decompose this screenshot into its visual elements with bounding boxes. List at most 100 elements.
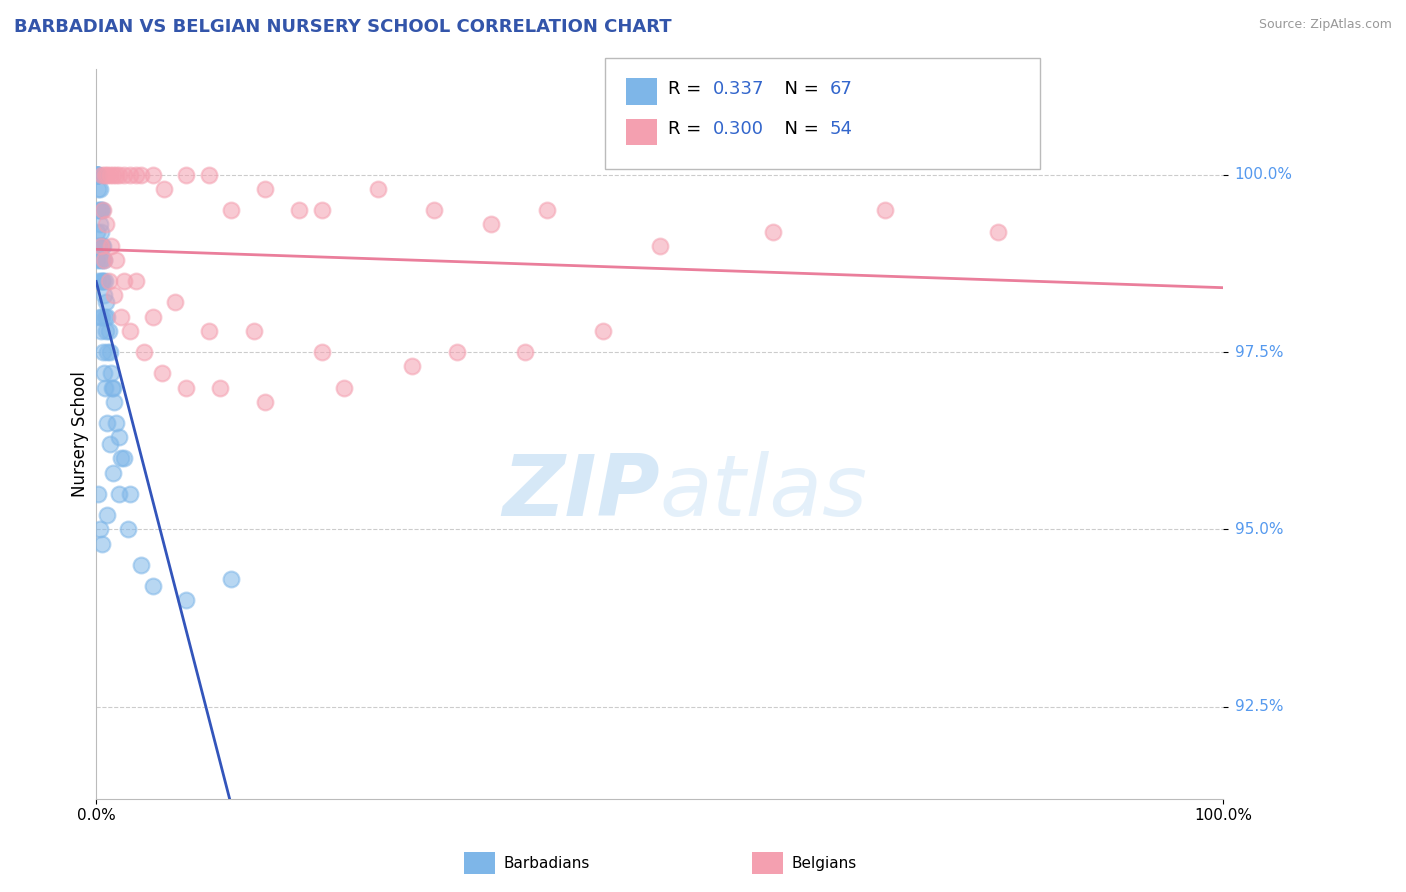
Point — [100, 239, 122, 253]
Point — [112, 451, 135, 466]
Point — [112, 168, 135, 182]
Point — [86, 168, 108, 182]
Text: 92.5%: 92.5% — [1234, 699, 1284, 714]
Point — [86, 168, 108, 182]
Point — [87, 168, 110, 182]
Point — [129, 558, 152, 572]
Point — [90, 310, 112, 324]
Point — [96, 508, 118, 523]
Point — [86, 168, 108, 182]
Text: 67: 67 — [830, 80, 852, 98]
Point — [107, 430, 129, 444]
Point — [101, 380, 124, 394]
Point — [761, 225, 783, 239]
Point — [98, 168, 121, 182]
Point — [254, 394, 277, 409]
Point — [90, 274, 112, 288]
Point — [89, 310, 111, 324]
Point — [254, 182, 277, 196]
Point — [103, 288, 125, 302]
Point — [89, 182, 111, 196]
Point — [288, 203, 311, 218]
Point — [176, 168, 198, 182]
Point — [94, 310, 117, 324]
Text: Source: ZipAtlas.com: Source: ZipAtlas.com — [1258, 18, 1392, 31]
Point — [91, 203, 114, 218]
Point — [124, 168, 146, 182]
Point — [96, 295, 118, 310]
Point — [90, 225, 112, 239]
Point — [96, 345, 118, 359]
Point — [648, 239, 671, 253]
Point — [110, 451, 132, 466]
Text: BARBADIAN VS BELGIAN NURSERY SCHOOL CORRELATION CHART: BARBADIAN VS BELGIAN NURSERY SCHOOL CORR… — [14, 18, 672, 36]
Point — [401, 359, 423, 374]
Point — [87, 168, 110, 182]
Point — [100, 367, 122, 381]
Point — [87, 487, 110, 501]
Text: 54: 54 — [830, 120, 852, 138]
Point — [89, 218, 111, 232]
Point — [96, 168, 118, 182]
Point — [94, 380, 117, 394]
Point — [94, 168, 117, 182]
Point — [150, 367, 173, 381]
Point — [90, 274, 112, 288]
Point — [124, 274, 146, 288]
Point — [87, 274, 110, 288]
Point — [86, 225, 108, 239]
Point — [112, 274, 135, 288]
Point — [333, 380, 356, 394]
Point — [221, 572, 243, 586]
Point — [96, 310, 118, 324]
Point — [103, 394, 125, 409]
Point — [243, 324, 266, 338]
Point — [94, 274, 117, 288]
Point — [87, 203, 110, 218]
Y-axis label: Nursery School: Nursery School — [72, 371, 89, 497]
Point — [118, 487, 141, 501]
Text: N =: N = — [773, 120, 825, 138]
Point — [89, 522, 111, 536]
Point — [97, 324, 120, 338]
Point — [118, 168, 141, 182]
Point — [117, 522, 139, 536]
Point — [90, 536, 112, 550]
Point — [479, 218, 502, 232]
Point — [987, 225, 1010, 239]
Text: R =: R = — [668, 80, 713, 98]
Point — [221, 203, 243, 218]
Point — [176, 593, 198, 607]
Point — [86, 252, 108, 267]
Text: Belgians: Belgians — [792, 856, 856, 871]
Point — [93, 367, 115, 381]
Point — [105, 168, 128, 182]
Text: Barbadians: Barbadians — [503, 856, 589, 871]
Point — [87, 168, 110, 182]
Point — [90, 239, 112, 253]
Text: 97.5%: 97.5% — [1234, 344, 1284, 359]
Text: 95.0%: 95.0% — [1234, 522, 1284, 537]
Point — [89, 252, 111, 267]
Point — [165, 295, 187, 310]
Point — [101, 466, 124, 480]
Point — [141, 579, 163, 593]
Text: 100.0%: 100.0% — [1234, 168, 1292, 182]
Point — [90, 239, 112, 253]
Point — [97, 274, 120, 288]
Point — [96, 324, 118, 338]
Point — [87, 182, 110, 196]
Point — [141, 310, 163, 324]
Point — [105, 416, 128, 430]
Point — [90, 203, 112, 218]
Text: 0.337: 0.337 — [713, 80, 765, 98]
Point — [101, 380, 124, 394]
Point — [86, 168, 108, 182]
Text: ZIP: ZIP — [502, 450, 659, 533]
Point — [513, 345, 536, 359]
Point — [141, 168, 163, 182]
Point — [107, 487, 129, 501]
Point — [153, 182, 176, 196]
Point — [423, 203, 446, 218]
Point — [91, 239, 114, 253]
